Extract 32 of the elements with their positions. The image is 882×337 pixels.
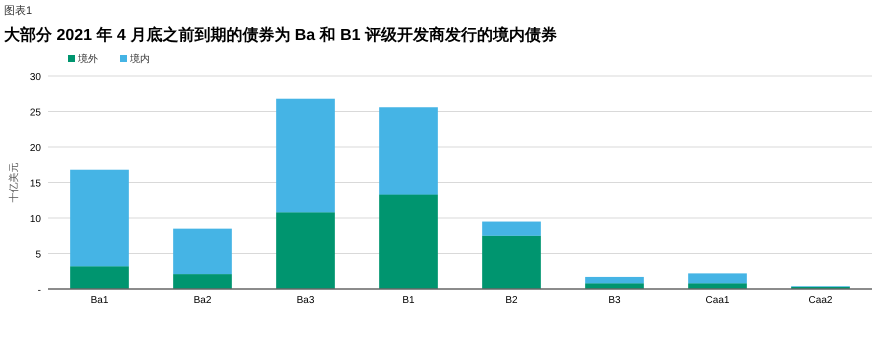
x-tick-label: Caa2	[808, 295, 833, 306]
x-tick-label: B3	[608, 295, 622, 306]
chart-title: 大部分 2021 年 4 月底之前到期的债券为 Ba 和 B1 评级开发商发行的境内债券	[4, 25, 557, 44]
y-axis-title: 十亿美元	[8, 162, 20, 202]
x-tick-label: B2	[505, 295, 518, 306]
x-tick-label: B1	[402, 295, 416, 306]
text: 图表1	[4, 4, 32, 17]
bar	[482, 222, 541, 236]
bar	[276, 98, 335, 212]
x-tick-label: Ba1	[90, 295, 109, 306]
bar	[379, 107, 438, 195]
x-tick-label: Caa1	[706, 295, 730, 306]
bar	[70, 170, 129, 266]
x-tick-label: Ba3	[296, 295, 315, 306]
legend-label: 境外	[77, 53, 98, 65]
y-tick-label: 15	[30, 178, 42, 190]
y-tick-label: 20	[30, 143, 42, 154]
bar	[173, 274, 232, 289]
x-tick-label: Ba2	[194, 295, 212, 306]
bar	[585, 276, 644, 284]
y-tick-label: 5	[35, 250, 42, 260]
bar	[70, 266, 129, 289]
y-tick-label: 30	[30, 72, 42, 83]
bar	[482, 236, 541, 289]
bar	[379, 194, 438, 289]
bar	[173, 228, 232, 274]
bar	[688, 273, 747, 284]
y-tick-label: 25	[30, 108, 42, 118]
bar	[276, 212, 335, 289]
y-tick-label: 10	[30, 214, 42, 225]
y-tick-label: -	[38, 285, 41, 296]
legend-label: 境内	[129, 53, 150, 65]
